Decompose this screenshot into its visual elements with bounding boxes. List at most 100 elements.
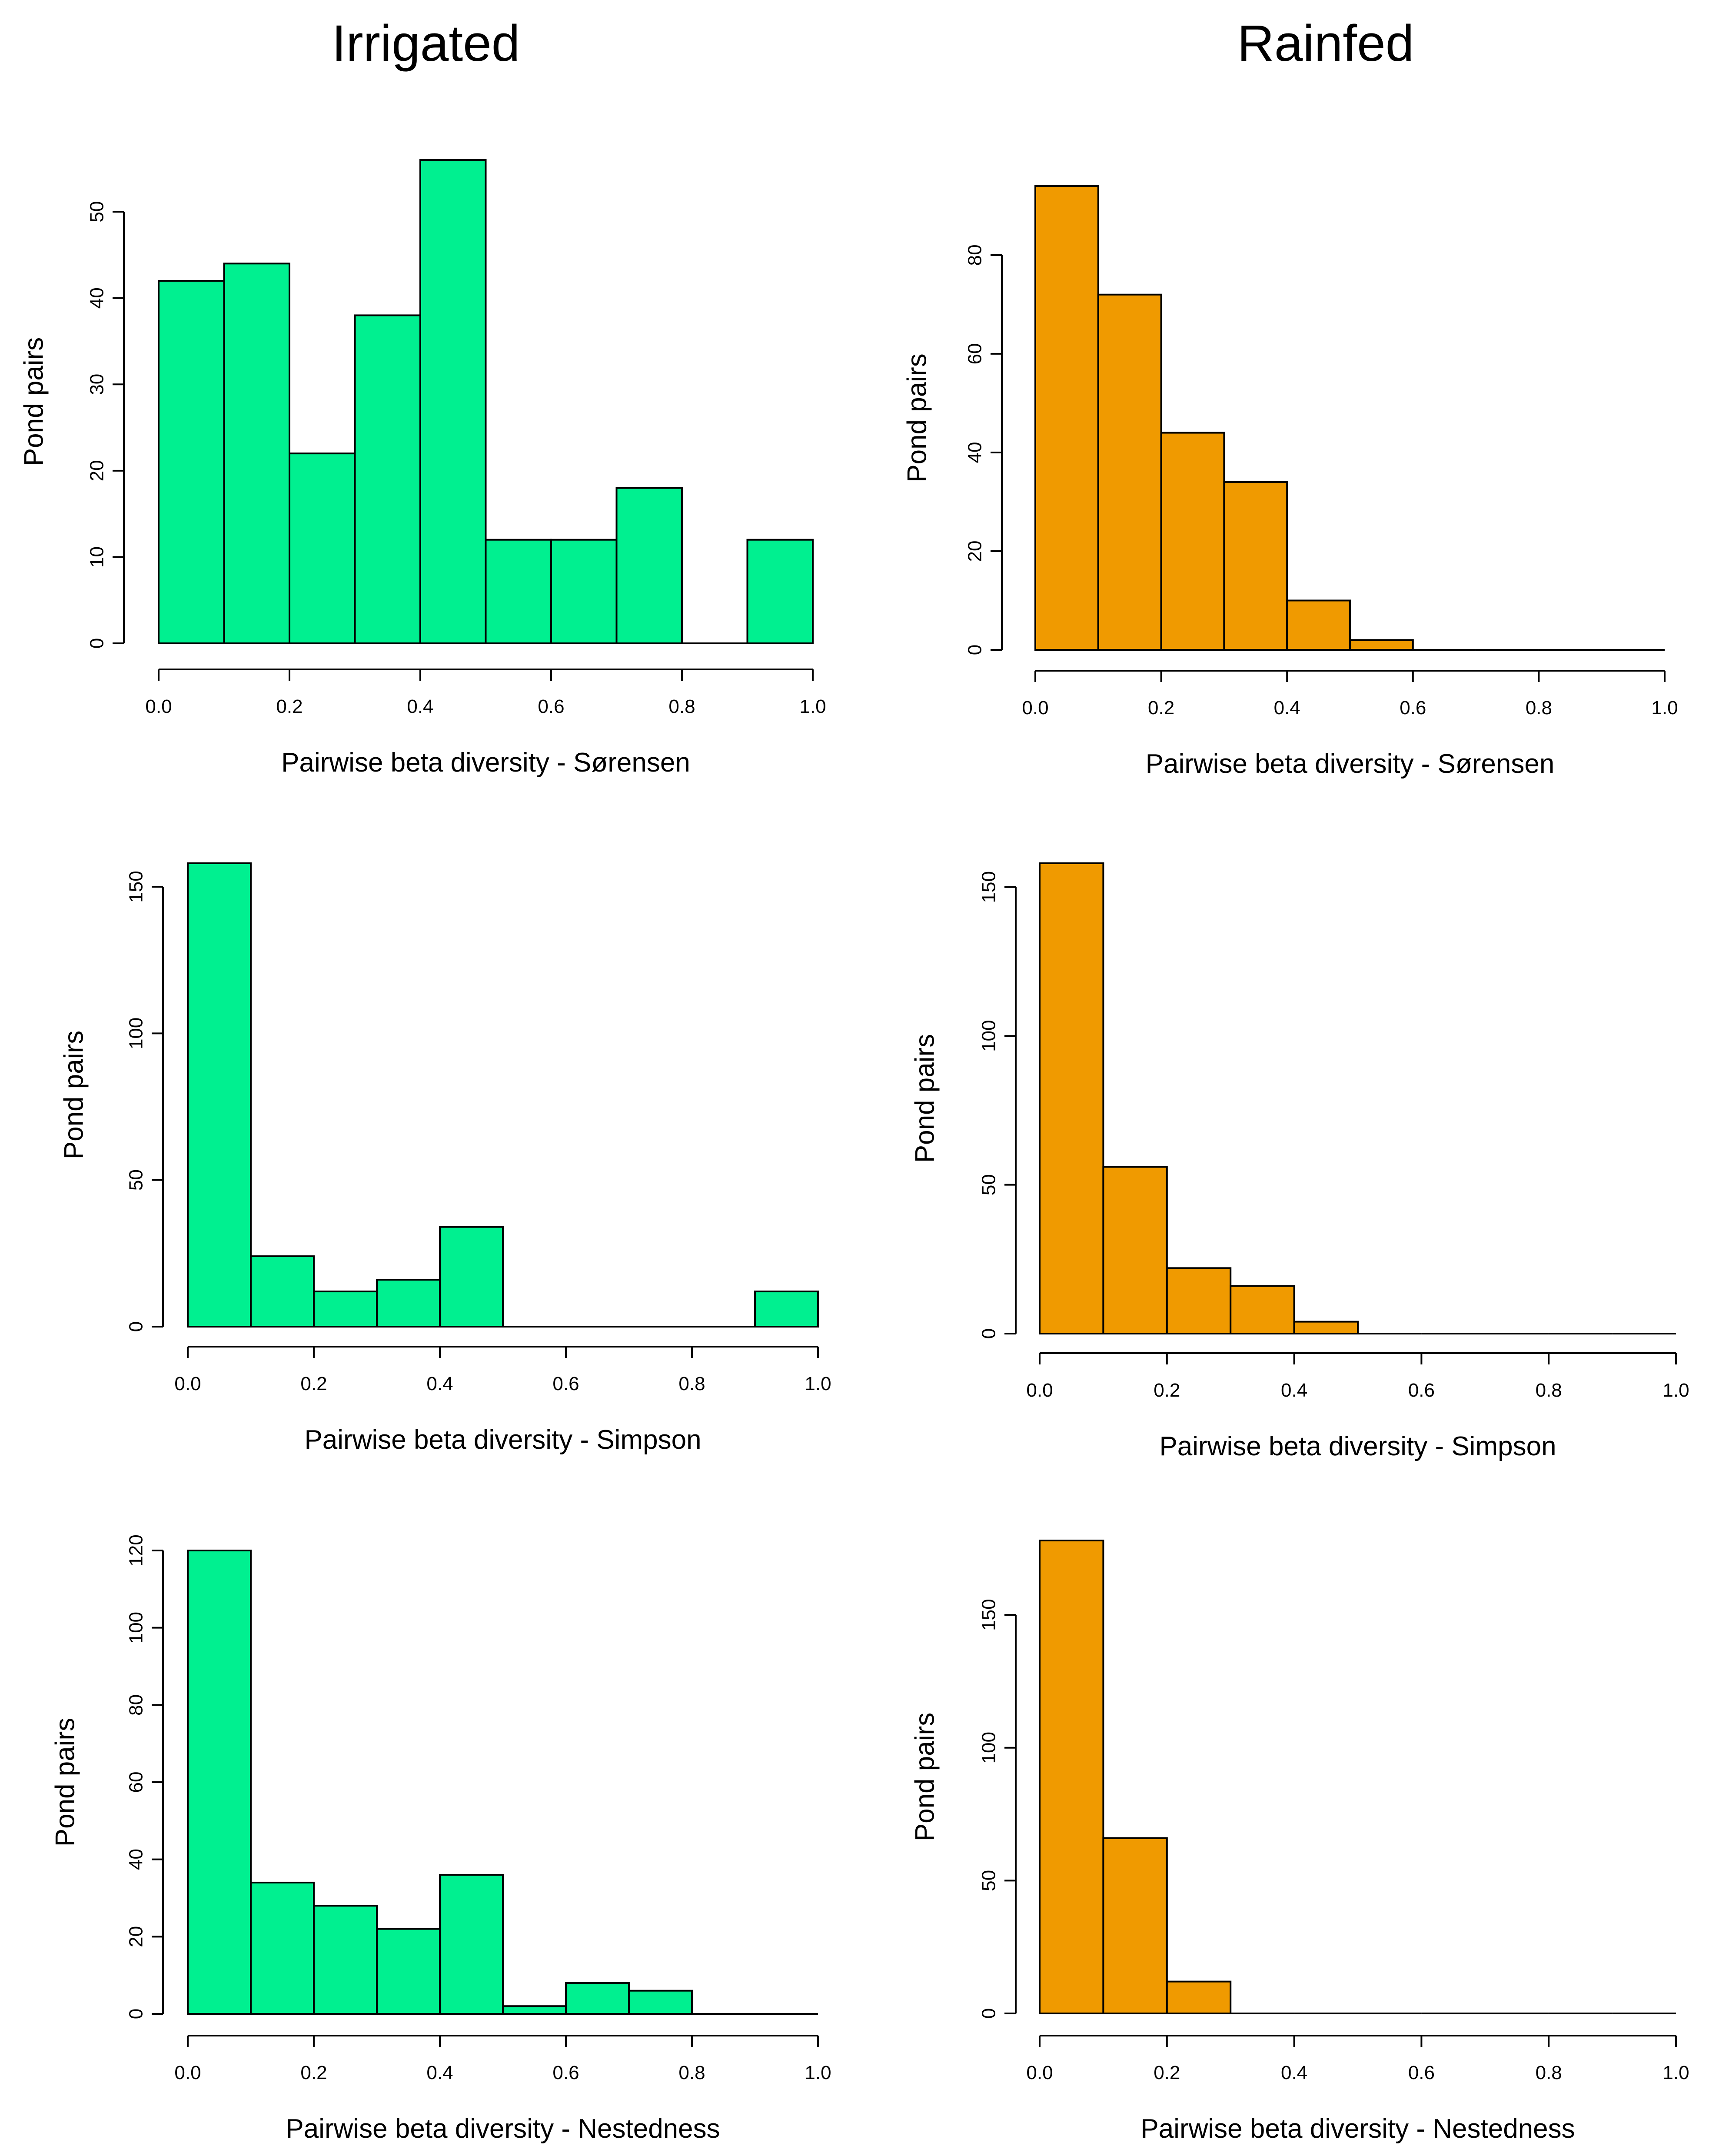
histogram-bar: [313, 1291, 378, 1328]
y-tick-label: 0: [86, 638, 108, 649]
histogram-bar: [628, 1990, 693, 2015]
y-tick-label: 10: [86, 546, 108, 568]
x-tick-label: 0.8: [678, 1373, 705, 1394]
y-tick-label: 150: [978, 871, 1000, 903]
panel-1: 0.0 0.2 0.4 0.6 0.8 1.0 Pairwise beta diversit…: [902, 185, 1678, 779]
y-tick-label: 100: [126, 1612, 147, 1644]
y-tick-label: 60: [964, 343, 986, 364]
x-tick-label: 0.6: [1400, 697, 1426, 719]
y-tick-label: 120: [126, 1534, 147, 1566]
y-tick-label: 50: [978, 1870, 1000, 1891]
x-tick-label: 0.0: [1026, 1380, 1053, 1401]
y-axis: 0 50 100 150 Pond pairs: [59, 871, 164, 1332]
histogram-bar: [1160, 432, 1225, 651]
x-tick-label: 0.8: [1536, 2062, 1562, 2083]
histogram-bar: [1097, 293, 1162, 651]
y-tick-label: 0: [126, 1321, 147, 1332]
x-axis-title: Pairwise beta diversity - Sørensen: [281, 748, 690, 778]
histogram-bar: [1286, 599, 1351, 651]
histogram-bar: [1230, 1285, 1295, 1335]
y-tick-label: 0: [126, 2009, 147, 2019]
histogram-bar: [313, 1905, 378, 2015]
histogram-bar: [1166, 1980, 1232, 2015]
histogram-bar: [289, 452, 356, 644]
x-tick-label: 0.4: [426, 2062, 453, 2083]
x-tick-label: 0.2: [1154, 2062, 1180, 2083]
x-axis-title: Pairwise beta diversity - Simpson: [1159, 1431, 1556, 1461]
histogram-bar: [1039, 1540, 1104, 2014]
y-axis-title: Pond pairs: [19, 337, 49, 466]
y-axis: 0 50 100 150 Pond pairs: [910, 871, 1017, 1339]
x-axis-title: Pairwise beta diversity - Nestedness: [1140, 2114, 1575, 2144]
histogram-bar: [754, 1291, 819, 1328]
x-tick-label: 0.0: [174, 2062, 201, 2083]
histogram-bar: [746, 539, 814, 644]
y-tick-label: 20: [86, 460, 108, 481]
x-tick-label: 0.8: [678, 2062, 705, 2083]
histogram-bar: [1223, 481, 1288, 651]
y-tick-label: 50: [978, 1174, 1000, 1195]
histogram-bar: [250, 1255, 315, 1328]
histogram-bar: [1293, 1321, 1359, 1335]
histogram-bar: [565, 1982, 630, 2015]
x-axis: 0.0 0.2 0.4 0.6 0.8 1.0 Pairwise beta diversit…: [1026, 1352, 1689, 1461]
histogram-bar: [1039, 862, 1104, 1334]
y-tick-label: 40: [86, 287, 108, 309]
y-axis-title: Pond pairs: [59, 1031, 89, 1159]
x-tick-label: 0.6: [538, 696, 564, 717]
histogram-bar: [1102, 1837, 1168, 2015]
panel-0: 0.0 0.2 0.4 0.6 0.8 1.0 Pairwise beta diversit…: [19, 159, 826, 778]
y-axis: 0 10 20 30 40 50 Pond pairs: [19, 201, 125, 649]
y-tick-label: 0: [964, 645, 986, 655]
x-tick-label: 0.4: [426, 1373, 453, 1394]
x-axis: 0.0 0.2 0.4 0.6 0.8 1.0 Pairwise beta diversit…: [145, 669, 826, 778]
x-tick-label: 1.0: [1662, 2062, 1689, 2083]
y-axis-title: Pond pairs: [902, 353, 932, 482]
y-tick-label: 150: [126, 871, 147, 902]
y-axis: 0 20 40 60 80 Pond pairs: [902, 244, 1003, 655]
x-tick-label: 0.6: [1408, 1380, 1435, 1401]
y-tick-label: 150: [978, 1599, 1000, 1630]
x-axis: 0.0 0.2 0.4 0.6 0.8 1.0 Pairwise beta diversit…: [174, 2035, 831, 2144]
y-tick-label: 50: [86, 201, 108, 223]
panel-4: 0.0 0.2 0.4 0.6 0.8 1.0 Pairwise beta diversit…: [50, 1534, 831, 2144]
y-axis-title: Pond pairs: [50, 1718, 80, 1847]
histogram-bar: [354, 314, 421, 644]
histogram-bar: [550, 539, 618, 644]
y-axis: 0 20 40 60 80 100 120 Pond pairs: [50, 1534, 164, 2019]
y-tick-label: 30: [86, 374, 108, 395]
x-tick-label: 0.8: [1536, 1380, 1562, 1401]
x-tick-label: 0.8: [1526, 697, 1552, 719]
x-tick-label: 0.2: [1148, 697, 1174, 719]
x-tick-label: 0.4: [1274, 697, 1300, 719]
y-tick-label: 100: [126, 1018, 147, 1049]
histogram-bar: [1034, 185, 1099, 651]
histogram-bar: [1349, 639, 1414, 651]
y-axis-title: Pond pairs: [910, 1713, 940, 1841]
histogram-bar: [250, 1881, 315, 2015]
y-tick-label: 100: [978, 1732, 1000, 1763]
y-tick-label: 80: [964, 244, 986, 266]
x-tick-label: 0.0: [145, 696, 172, 717]
x-axis: 0.0 0.2 0.4 0.6 0.8 1.0 Pairwise beta diversit…: [1026, 2035, 1689, 2144]
panel-5: 0.0 0.2 0.4 0.6 0.8 1.0 Pairwise beta diversit…: [910, 1540, 1689, 2144]
y-axis: 0 50 100 150 Pond pairs: [910, 1599, 1017, 2019]
histogram-bar: [187, 1550, 252, 2015]
x-axis-title: Pairwise beta diversity - Sørensen: [1146, 749, 1555, 779]
x-tick-label: 0.6: [1408, 2062, 1435, 2083]
histogram-bar: [1166, 1267, 1232, 1335]
y-tick-label: 60: [126, 1772, 147, 1793]
x-tick-label: 1.0: [805, 2062, 831, 2083]
x-tick-label: 0.4: [1281, 2062, 1307, 2083]
x-tick-label: 0.2: [1154, 1380, 1180, 1401]
x-tick-label: 0.4: [407, 696, 433, 717]
column-title-rainfed: Rainfed: [1237, 15, 1414, 72]
histogram-bar: [439, 1874, 504, 2015]
x-tick-label: 0.0: [174, 1373, 201, 1394]
x-tick-label: 0.2: [300, 2062, 327, 2083]
panels-group: 0.0 0.2 0.4 0.6 0.8 1.0 Pairwise beta diversit…: [19, 159, 1689, 2144]
histogram-bar: [376, 1279, 441, 1328]
x-tick-label: 0.2: [300, 1373, 327, 1394]
x-axis-title: Pairwise beta diversity - Simpson: [304, 1425, 701, 1455]
x-axis: 0.0 0.2 0.4 0.6 0.8 1.0 Pairwise beta diversit…: [174, 1346, 831, 1455]
